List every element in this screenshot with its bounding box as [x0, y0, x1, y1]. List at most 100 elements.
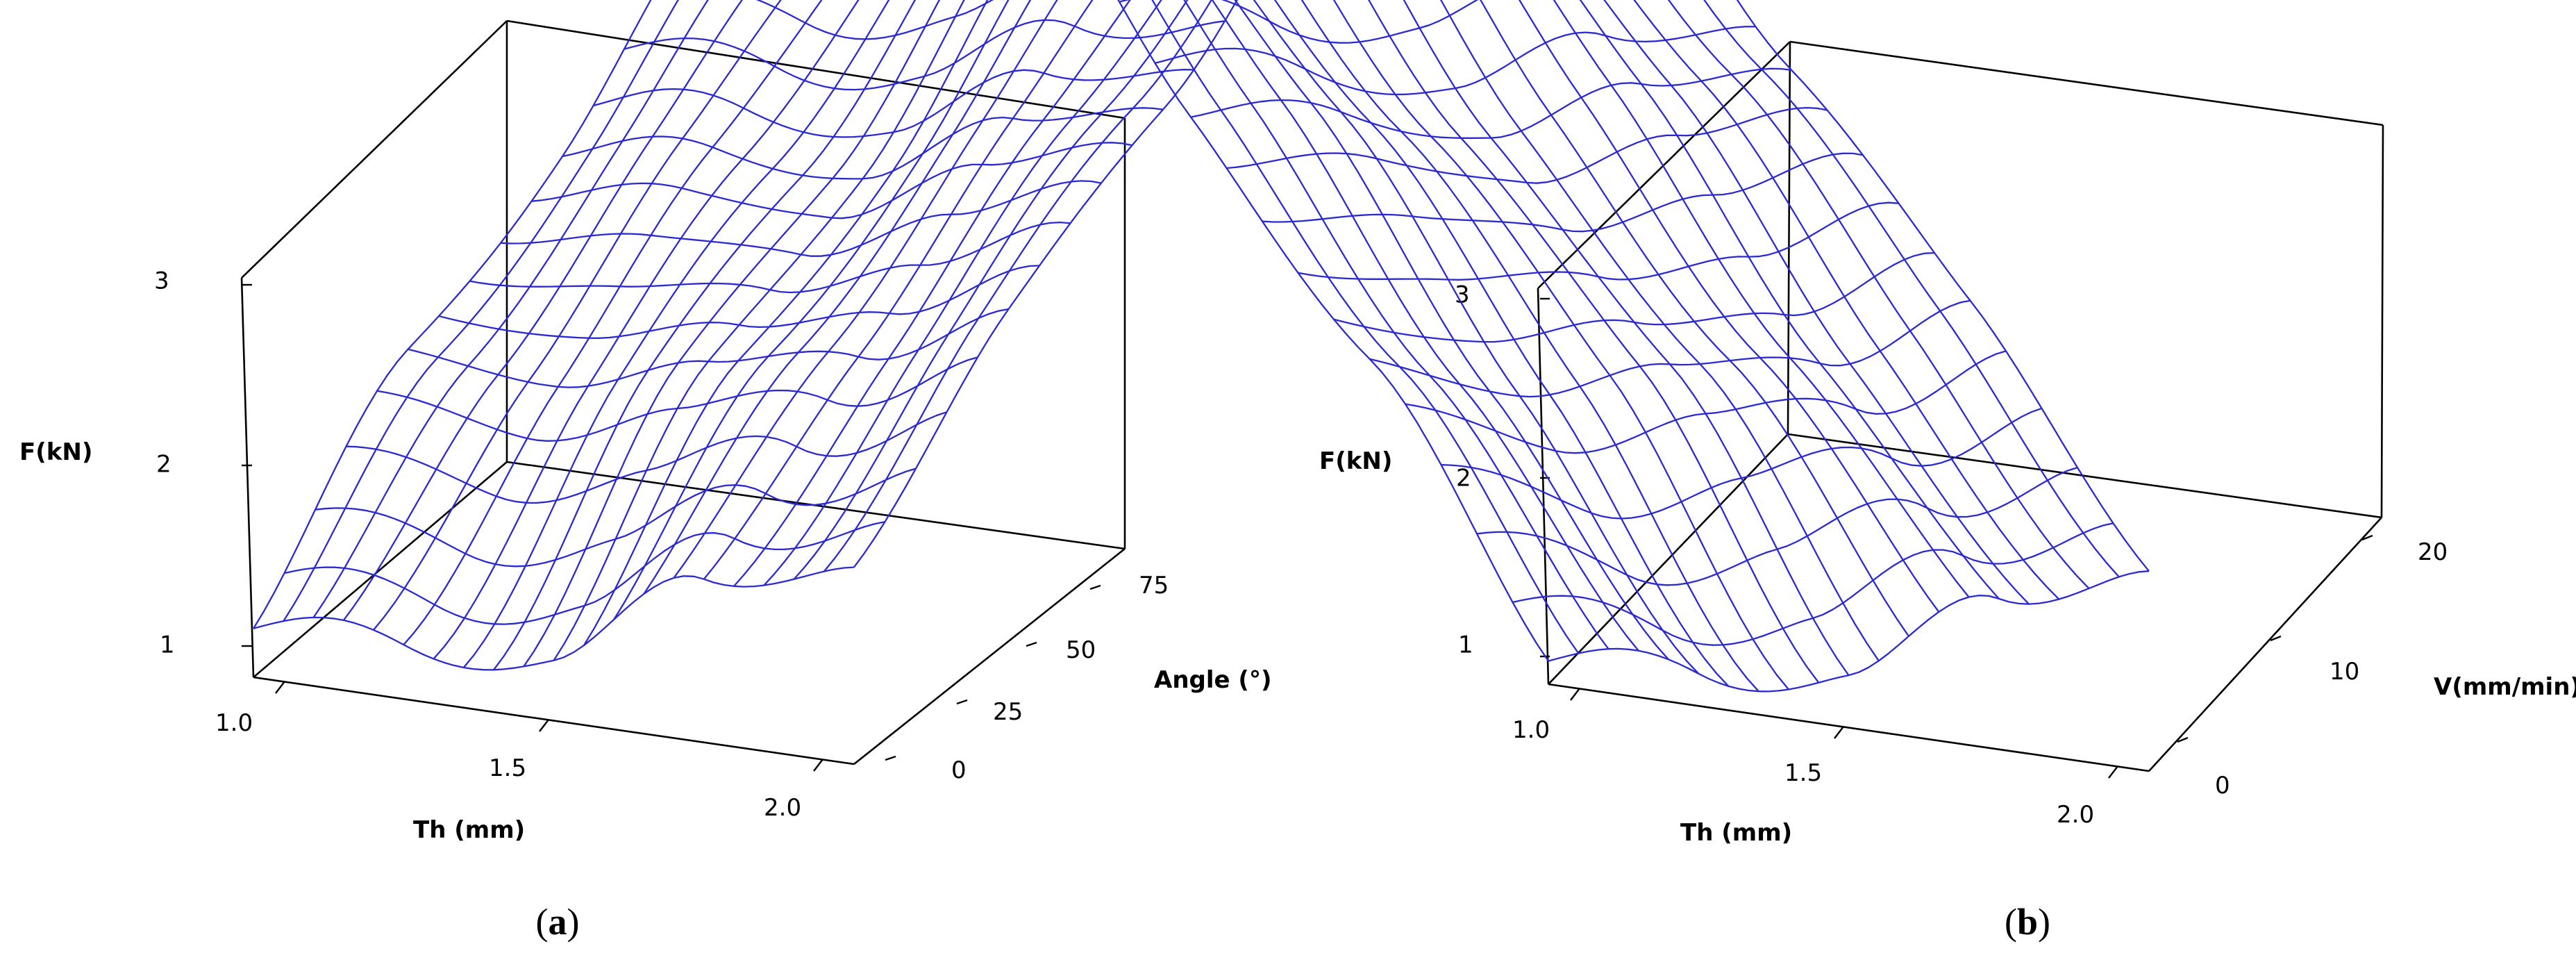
mesh-line-x: [624, 19, 1226, 91]
mesh-line-y: [613, 0, 1010, 620]
mesh-line-x: [284, 521, 885, 625]
mesh-line-y: [763, 0, 1162, 586]
y-tick-label: 50: [1066, 636, 1096, 664]
back-wall-top: [1789, 40, 2384, 126]
y-tick: [2177, 736, 2189, 743]
side-wall-top: [241, 20, 508, 279]
y-axis-line: [853, 547, 1126, 765]
y-tick-label: 20: [2418, 538, 2448, 566]
z-tick-label: 2: [156, 451, 172, 479]
x-tick: [1834, 726, 1844, 739]
mesh-line-x: [315, 467, 917, 568]
mesh-line-y: [1579, 0, 2000, 599]
floor-back-edge: [1548, 433, 1789, 685]
y-axis-title: Angle (°): [1154, 666, 1272, 694]
mesh-line-y: [1332, 0, 1789, 690]
y-tick-label: 75: [1139, 572, 1169, 599]
mesh-line-x: [1119, 0, 1479, 44]
mesh-line-x: [1476, 467, 2078, 586]
x-axis-line: [253, 676, 855, 765]
surface-plot-a: 1 2 3 1.0 1.5 2.0 0 25 50 75 F(kN) Th (m…: [19, 0, 1272, 943]
x-tick: [539, 719, 549, 732]
x-tick-label: 1.0: [215, 709, 253, 737]
mesh-line-y: [1736, 0, 2150, 572]
y-tick: [956, 699, 968, 705]
z-tick-label: 3: [1455, 281, 1470, 309]
x-tick: [1570, 688, 1580, 701]
mesh-line-y: [853, 0, 1238, 568]
y-axis-line: [2148, 517, 2382, 772]
mesh-line-y: [1518, 0, 1940, 613]
x-tick-label: 1.5: [1784, 759, 1822, 787]
surface-plot-b: 1 2 3 1.0 1.5 2.0 0 10 20 F(kN) Th (mm) …: [1117, 0, 2576, 943]
y-tick: [1089, 584, 1101, 590]
mesh-line-y: [523, 0, 941, 668]
mesh-line-x: [346, 411, 947, 504]
surface-mesh-a: [253, 0, 1238, 671]
mesh-line-x: [1441, 407, 2042, 520]
x-axis-title: Th (mm): [1680, 819, 1792, 847]
x-tick: [2108, 765, 2118, 779]
mesh-line-y: [1253, 0, 1700, 675]
axis-box-b: [1537, 40, 2384, 772]
side-wall-top: [1537, 41, 1791, 289]
mesh-line-y: [823, 0, 1213, 572]
x-axis-line: [1548, 683, 2150, 772]
mesh-line-y: [1553, 0, 1970, 598]
mesh-line-y: [1273, 0, 1730, 687]
mesh-line-y: [733, 0, 1131, 587]
mesh-line-y: [342, 0, 743, 621]
x-tick-label: 1.0: [1512, 716, 1550, 744]
y-tick: [885, 755, 896, 761]
mesh-line-x: [1405, 350, 2007, 454]
mesh-line-y: [253, 0, 652, 629]
z-tick-label: 1: [160, 631, 175, 659]
mesh-line-x: [253, 566, 855, 671]
mesh-line-x: [1262, 152, 1864, 233]
z-ticks-b: 1 2 3: [1455, 281, 1550, 659]
mesh-line-x: [1155, 26, 1756, 96]
y-ticks-a: 0 25 50 75: [885, 572, 1169, 784]
mesh-line-y: [1603, 0, 2030, 605]
back-wall-vertical: [1787, 41, 1791, 435]
mesh-line-y: [583, 0, 989, 646]
mesh-line-y: [462, 0, 890, 668]
y-axis-title: V(mm/min): [2434, 673, 2576, 701]
y-tick: [2361, 534, 2373, 541]
mesh-line-y: [1117, 0, 1549, 662]
z-axis-title: F(kN): [1319, 447, 1392, 475]
x-ticks-b: 1.0 1.5 2.0: [1512, 688, 2118, 829]
mesh-line-y: [1368, 0, 1820, 684]
z-axis-line: [1537, 288, 1550, 685]
axis-box-a: [240, 19, 1126, 765]
y-tick: [2270, 635, 2282, 642]
mesh-line-y: [373, 0, 782, 631]
mesh-line-y: [1403, 0, 1850, 676]
mesh-line-y: [1633, 0, 2060, 600]
z-tick-label: 3: [154, 267, 169, 295]
mesh-line-y: [1300, 0, 1759, 692]
panel-label-b: (b): [2005, 901, 2050, 943]
mesh-line-y: [312, 0, 709, 618]
y-ticks-b: 0 10 20: [2177, 534, 2448, 800]
y-tick-label: 10: [2330, 658, 2359, 686]
mesh-line-y: [643, 0, 1032, 595]
x-axis-title: Th (mm): [413, 816, 525, 844]
back-wall-top: [506, 19, 1126, 119]
mesh-line-y: [433, 0, 860, 660]
y-tick-label: 0: [2215, 772, 2230, 800]
mesh-line-y: [703, 0, 1094, 580]
mesh-line-y: [1234, 0, 1669, 661]
z-axis-title: F(kN): [19, 438, 92, 466]
mesh-line-y: [1211, 0, 1639, 652]
floor-back-edge: [253, 461, 508, 678]
z-axis-line: [240, 277, 255, 678]
surface-mesh-b: [1117, 0, 2150, 693]
x-tick-label: 2.0: [764, 794, 801, 822]
z-tick-label: 2: [1456, 465, 1471, 493]
panel-label-a: (a): [536, 901, 580, 943]
z-ticks-a: 1 2 3: [154, 267, 252, 659]
mesh-line-y: [493, 0, 917, 670]
back-wall-vertical: [2380, 124, 2384, 518]
